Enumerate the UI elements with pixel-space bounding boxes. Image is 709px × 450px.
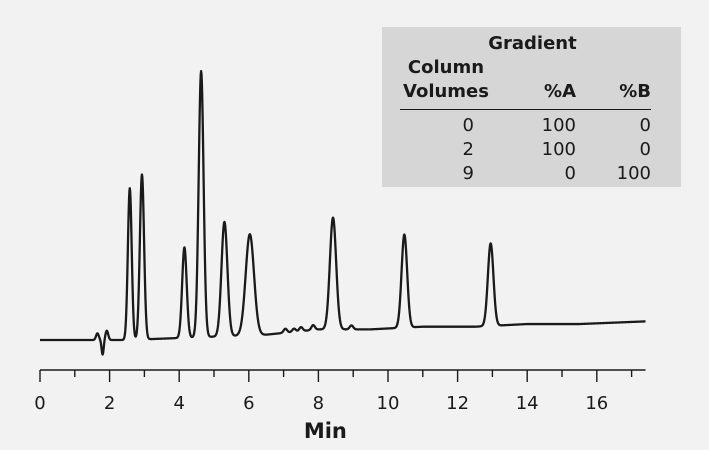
row-percent-b: 100 bbox=[616, 163, 651, 184]
x-tick-label: 16 bbox=[585, 393, 608, 414]
row-percent-a: 0 bbox=[564, 163, 576, 184]
gradient-table-header: Column Volumes %A %B bbox=[400, 56, 651, 104]
row-percent-b: 0 bbox=[639, 139, 651, 160]
column-volumes-header-line1: Column bbox=[407, 57, 485, 78]
x-axis-title: Min bbox=[304, 419, 347, 443]
x-axis-ticks bbox=[39, 370, 633, 382]
chromatogram-trace bbox=[39, 70, 647, 356]
x-tick-label: 14 bbox=[516, 393, 539, 414]
table-row: 0 100 0 bbox=[400, 114, 651, 138]
column-volumes-header: Column Volumes bbox=[400, 56, 492, 104]
row-volumes: 0 bbox=[462, 115, 474, 136]
gradient-table-title: Gradient bbox=[488, 33, 577, 54]
x-axis-tick-labels: 0 2 4 6 8 10 12 14 16 bbox=[34, 393, 608, 414]
x-tick-label: 10 bbox=[377, 393, 400, 414]
row-percent-b: 0 bbox=[639, 115, 651, 136]
percent-a-header: %A bbox=[544, 81, 576, 102]
gradient-table-rule bbox=[400, 109, 651, 110]
x-tick-label: 12 bbox=[446, 393, 469, 414]
x-tick-label: 2 bbox=[104, 393, 115, 414]
x-tick-label: 8 bbox=[313, 393, 324, 414]
column-volumes-header-line2: Volumes bbox=[403, 81, 489, 102]
row-volumes: 2 bbox=[462, 139, 474, 160]
row-percent-a: 100 bbox=[541, 115, 576, 136]
table-row: 2 100 0 bbox=[400, 138, 651, 162]
x-tick-label: 6 bbox=[243, 393, 254, 414]
gradient-table: Gradient Column Volumes %A %B 0 100 0 2 … bbox=[382, 27, 681, 187]
x-tick-label: 0 bbox=[34, 393, 45, 414]
x-tick-label: 4 bbox=[173, 393, 184, 414]
row-percent-a: 100 bbox=[541, 139, 576, 160]
table-row: 9 0 100 bbox=[400, 162, 651, 186]
percent-b-header: %B bbox=[619, 81, 651, 102]
row-volumes: 9 bbox=[462, 163, 474, 184]
